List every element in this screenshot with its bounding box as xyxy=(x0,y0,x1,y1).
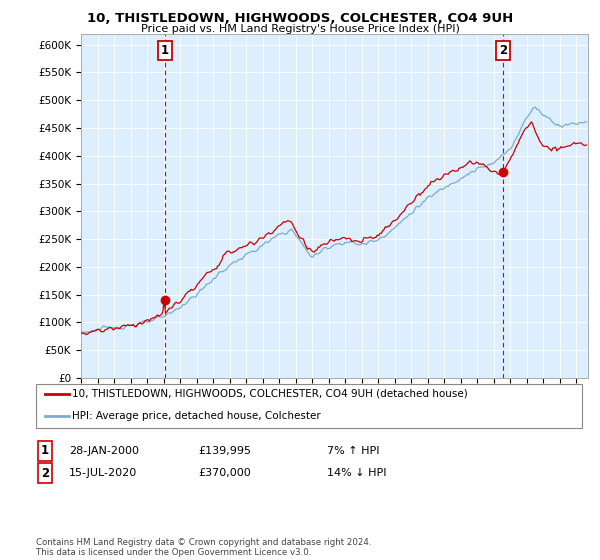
Text: 10, THISTLEDOWN, HIGHWOODS, COLCHESTER, CO4 9UH: 10, THISTLEDOWN, HIGHWOODS, COLCHESTER, … xyxy=(87,12,513,25)
Text: 2: 2 xyxy=(41,466,49,480)
Text: 15-JUL-2020: 15-JUL-2020 xyxy=(69,468,137,478)
Text: 7% ↑ HPI: 7% ↑ HPI xyxy=(327,446,380,456)
Text: Contains HM Land Registry data © Crown copyright and database right 2024.
This d: Contains HM Land Registry data © Crown c… xyxy=(36,538,371,557)
Text: 10, THISTLEDOWN, HIGHWOODS, COLCHESTER, CO4 9UH (detached house): 10, THISTLEDOWN, HIGHWOODS, COLCHESTER, … xyxy=(72,389,468,399)
Text: £139,995: £139,995 xyxy=(198,446,251,456)
Text: 1: 1 xyxy=(41,444,49,458)
Text: Price paid vs. HM Land Registry's House Price Index (HPI): Price paid vs. HM Land Registry's House … xyxy=(140,24,460,34)
Text: 14% ↓ HPI: 14% ↓ HPI xyxy=(327,468,386,478)
Text: HPI: Average price, detached house, Colchester: HPI: Average price, detached house, Colc… xyxy=(72,411,321,421)
Text: 28-JAN-2000: 28-JAN-2000 xyxy=(69,446,139,456)
Text: £370,000: £370,000 xyxy=(198,468,251,478)
Text: 2: 2 xyxy=(499,44,507,57)
Text: 1: 1 xyxy=(161,44,169,57)
